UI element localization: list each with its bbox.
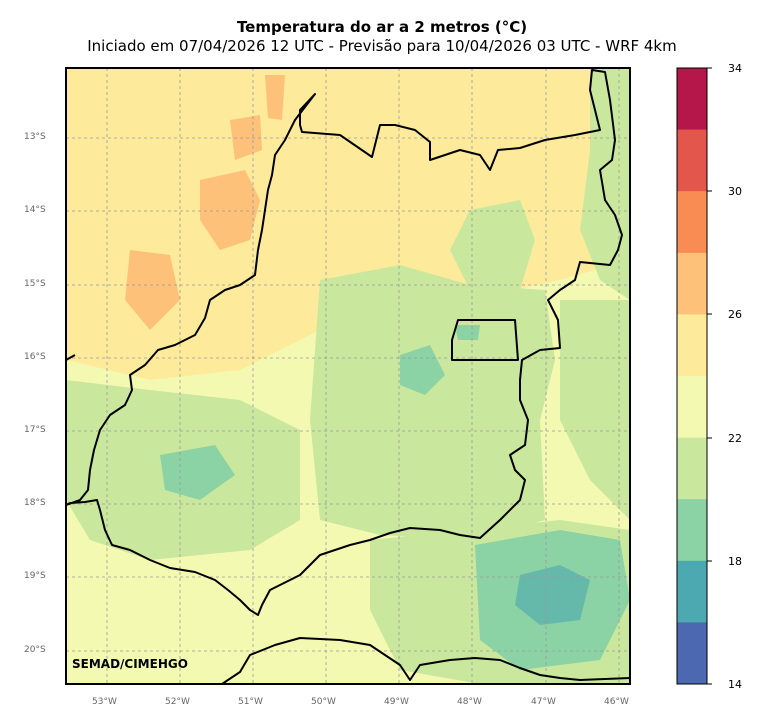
lat-label: 19°S: [24, 571, 46, 581]
lat-label: 20°S: [24, 645, 46, 655]
colorbar-segment: [677, 560, 707, 623]
field-18-20-central: [400, 345, 445, 395]
credit-label: SEMAD/CIMEHGO: [72, 657, 188, 671]
colorbar-label: 14: [728, 678, 742, 691]
field-16-18-south: [515, 565, 590, 625]
south-border: [221, 637, 630, 684]
field-20-22-central: [310, 265, 555, 540]
colorbar-label: 26: [728, 308, 742, 321]
colorbar-segment: [677, 129, 707, 192]
lon-label: 48°W: [457, 697, 482, 707]
colorbar-segment: [677, 437, 707, 500]
field-18-20-west: [160, 445, 235, 500]
map-frame: [65, 67, 631, 685]
goias-border: [66, 69, 623, 616]
graticule: [66, 68, 630, 684]
colorbar-label: 22: [728, 432, 742, 445]
colorbar-frame: [676, 67, 708, 685]
lon-label: 51°W: [238, 697, 263, 707]
colorbar-segment: [677, 191, 707, 254]
field-20-22-blob: [450, 200, 535, 290]
lat-label: 17°S: [24, 425, 46, 435]
lon-label: 50°W: [311, 697, 336, 707]
map-title: Temperatura do ar a 2 metros (°C): [236, 18, 528, 36]
lat-label: 16°S: [24, 352, 46, 362]
lat-label: 18°S: [24, 498, 46, 508]
lon-label: 46°W: [604, 697, 629, 707]
lat-label: 14°S: [24, 205, 46, 215]
df-border: [451, 319, 519, 361]
west-border: [66, 354, 76, 361]
colorbar-segment: [677, 252, 707, 315]
field-18-20-df: [455, 325, 480, 340]
state-borders: [66, 69, 630, 684]
colorbar-segment: [677, 622, 707, 685]
lat-label: 15°S: [24, 279, 46, 289]
temperature-field: [66, 68, 630, 684]
colorbar-segment: [677, 314, 707, 377]
lat-label: 13°S: [24, 132, 46, 142]
colorbar-label: 18: [728, 555, 742, 568]
field-26-28-c: [265, 75, 285, 120]
field-24-26-north: [66, 68, 630, 380]
colorbar-segment: [677, 68, 707, 131]
colorbar-segment: [677, 499, 707, 562]
lon-label: 49°W: [384, 697, 409, 707]
lon-label: 52°W: [165, 697, 190, 707]
map-subtitle: Iniciado em 07/04/2026 12 UTC - Previsão…: [87, 37, 677, 55]
field-26-28-d: [230, 115, 262, 160]
field-26-28-a: [200, 170, 260, 250]
field-20-22-east: [560, 300, 630, 520]
field-26-28-b: [125, 250, 180, 330]
colorbar-ticks: [707, 67, 712, 685]
field-20-22-ne: [580, 68, 630, 300]
colorbar: [677, 68, 707, 685]
colorbar-segment: [677, 376, 707, 439]
colorbar-label: 34: [728, 62, 742, 75]
lon-label: 53°W: [92, 697, 117, 707]
lon-label: 47°W: [531, 697, 556, 707]
colorbar-label: 30: [728, 185, 742, 198]
